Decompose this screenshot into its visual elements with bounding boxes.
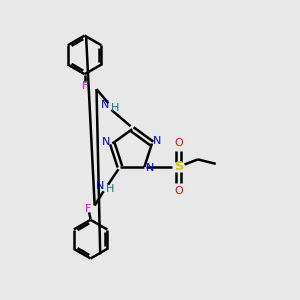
- Text: H: H: [106, 184, 114, 194]
- Text: O: O: [174, 138, 183, 148]
- Text: S: S: [174, 160, 183, 173]
- Text: N: N: [146, 163, 154, 173]
- Text: F: F: [81, 80, 88, 91]
- Text: N: N: [102, 137, 111, 147]
- Text: O: O: [174, 186, 183, 196]
- Text: F: F: [84, 204, 91, 214]
- Text: N: N: [96, 181, 104, 191]
- Text: N: N: [153, 136, 161, 146]
- Text: N: N: [101, 100, 110, 110]
- Text: H: H: [111, 103, 119, 113]
